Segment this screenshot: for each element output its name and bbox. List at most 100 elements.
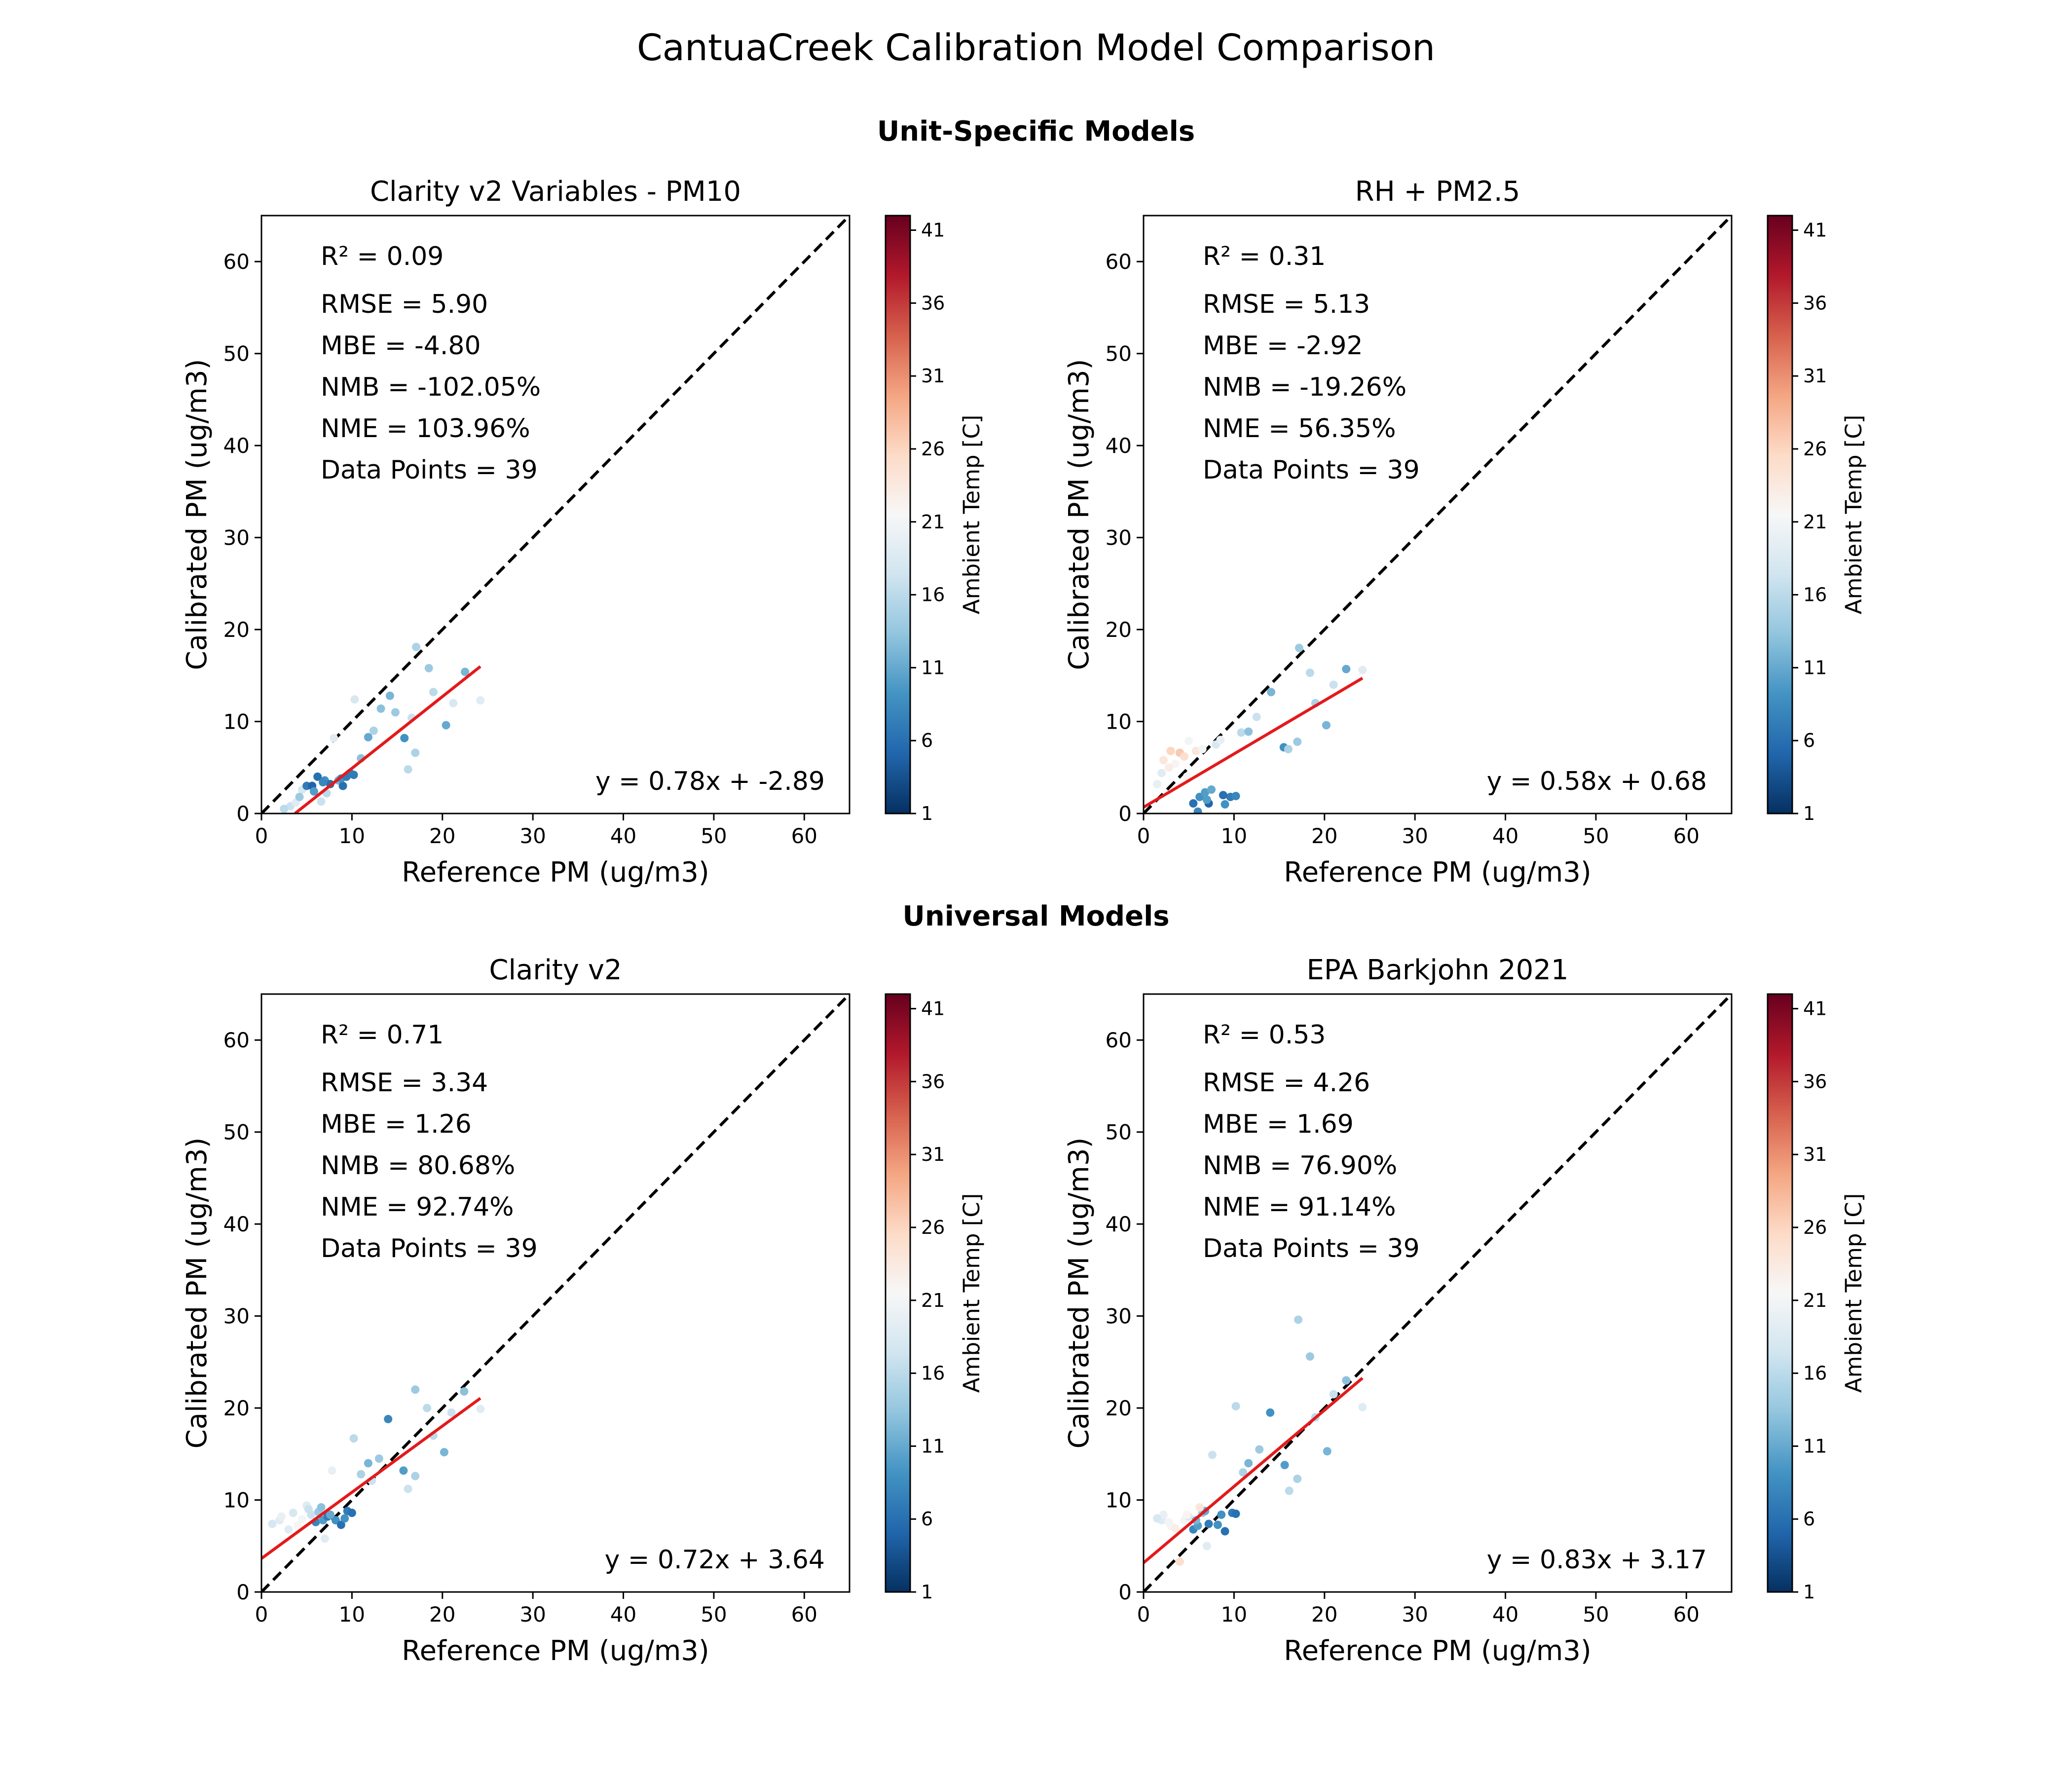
data-point	[1198, 744, 1207, 753]
y-tick-label: 10	[223, 1488, 250, 1513]
x-tick-label: 60	[1673, 824, 1700, 848]
y-tick-label: 50	[223, 342, 250, 366]
data-point	[309, 787, 318, 796]
data-point	[320, 1534, 329, 1543]
x-tick-label: 30	[1402, 824, 1428, 848]
y-tick-label: 50	[223, 1120, 250, 1145]
colorbar-tick-label: 41	[921, 998, 945, 1020]
data-point	[1295, 643, 1303, 652]
data-point	[298, 1515, 307, 1524]
data-point	[1267, 688, 1276, 697]
data-point	[277, 1512, 286, 1521]
data-point	[1217, 1510, 1226, 1519]
data-point	[1323, 1447, 1332, 1456]
colorbar-tick-label: 26	[1803, 1217, 1827, 1238]
fit-line	[1144, 677, 1364, 809]
colorbar-tick-label: 16	[921, 584, 945, 606]
data-point	[369, 726, 378, 735]
data-point	[411, 1385, 420, 1394]
fit-equation: y = 0.72x + 3.64	[605, 1545, 825, 1575]
data-point	[1153, 1514, 1162, 1523]
data-point	[376, 704, 385, 713]
data-point	[374, 1454, 383, 1463]
stat-line: RMSE = 3.34	[321, 1068, 488, 1098]
colorbar-tick-label: 36	[921, 1071, 945, 1092]
x-tick-label: 0	[255, 824, 268, 848]
data-point	[349, 771, 358, 779]
data-point	[1221, 1527, 1229, 1536]
colorbar-tick-label: 1	[921, 803, 933, 824]
colorbar-tick-label: 11	[1803, 1435, 1827, 1457]
data-point	[284, 1525, 293, 1534]
stat-line: RMSE = 5.90	[321, 290, 488, 319]
colorbar-gradient	[885, 993, 911, 1593]
x-tick-label: 0	[255, 1602, 268, 1627]
panel-title: Clarity v2	[489, 954, 622, 986]
colorbar-tick-label: 26	[1803, 438, 1827, 460]
y-tick-label: 10	[1106, 710, 1132, 734]
stat-line: Data Points = 39	[1203, 1234, 1420, 1263]
stat-line: RMSE = 4.26	[1203, 1068, 1370, 1098]
stat-line: Data Points = 39	[321, 455, 538, 485]
colorbar-tick-label: 1	[1803, 803, 1815, 824]
colorbar-tick-label: 31	[921, 365, 945, 387]
x-axis-label: Reference PM (ug/m3)	[402, 1635, 709, 1667]
colorbar-tick-label: 16	[1803, 584, 1827, 606]
stat-line: NMB = 80.68%	[321, 1151, 515, 1181]
stat-line: NME = 103.96%	[321, 414, 530, 444]
identity-line	[1144, 994, 1732, 1592]
data-point	[1175, 1557, 1184, 1566]
stat-line: RMSE = 5.13	[1203, 290, 1370, 319]
colorbar-tick-label: 16	[1803, 1363, 1827, 1384]
stat-line: NMB = -102.05%	[321, 372, 541, 402]
stat-line: NMB = -19.26%	[1203, 372, 1406, 402]
data-point	[1305, 668, 1314, 677]
data-point	[295, 792, 304, 801]
stat-line: MBE = -2.92	[1203, 331, 1363, 361]
data-point	[340, 1514, 349, 1523]
x-tick-label: 20	[429, 1602, 455, 1627]
data-point	[1294, 1315, 1303, 1324]
axes-frame	[260, 215, 851, 814]
stat-line: MBE = 1.26	[321, 1110, 472, 1139]
data-point	[317, 797, 326, 806]
y-tick-label: 0	[236, 802, 250, 826]
colorbar-label: Ambient Temp [C]	[959, 1193, 985, 1393]
colorbar-tick-label: 6	[1803, 1508, 1815, 1530]
colorbar-tick-label: 41	[1803, 998, 1827, 1020]
colorbar-tick-label: 6	[921, 730, 933, 751]
data-point	[399, 1466, 408, 1475]
x-tick-label: 60	[1673, 1602, 1700, 1627]
data-point	[293, 1521, 302, 1530]
colorbar-tick-label: 21	[921, 511, 945, 533]
data-point	[1208, 1450, 1217, 1459]
panel-title: Clarity v2 Variables - PM10	[370, 176, 741, 208]
data-point	[1216, 736, 1225, 744]
data-point	[460, 1387, 469, 1396]
data-point	[447, 1408, 456, 1417]
colorbar-tick-label: 11	[921, 1435, 945, 1457]
colorbar-tick-label: 16	[921, 1363, 945, 1384]
x-tick-label: 10	[1221, 1602, 1247, 1627]
data-point	[1329, 1390, 1338, 1399]
data-point	[1239, 1468, 1248, 1477]
y-tick-label: 50	[1106, 342, 1132, 366]
data-point	[1195, 1503, 1204, 1512]
data-point	[1329, 680, 1338, 689]
x-tick-label: 40	[1492, 824, 1518, 848]
y-tick-label: 0	[1118, 802, 1132, 826]
data-point	[1171, 759, 1180, 768]
fit-equation: y = 0.83x + 3.17	[1487, 1545, 1707, 1575]
data-point	[461, 667, 470, 676]
data-point	[338, 781, 347, 790]
x-tick-label: 20	[1311, 824, 1337, 848]
data-point	[1293, 738, 1302, 746]
data-point	[357, 1470, 366, 1479]
data-point	[404, 765, 412, 774]
stat-line: R² = 0.71	[321, 1020, 444, 1050]
data-point	[1358, 666, 1367, 674]
fit-line	[294, 665, 481, 814]
colorbar-gradient	[1767, 215, 1793, 814]
y-axis-label: Calibrated PM (ug/m3)	[1063, 359, 1095, 670]
